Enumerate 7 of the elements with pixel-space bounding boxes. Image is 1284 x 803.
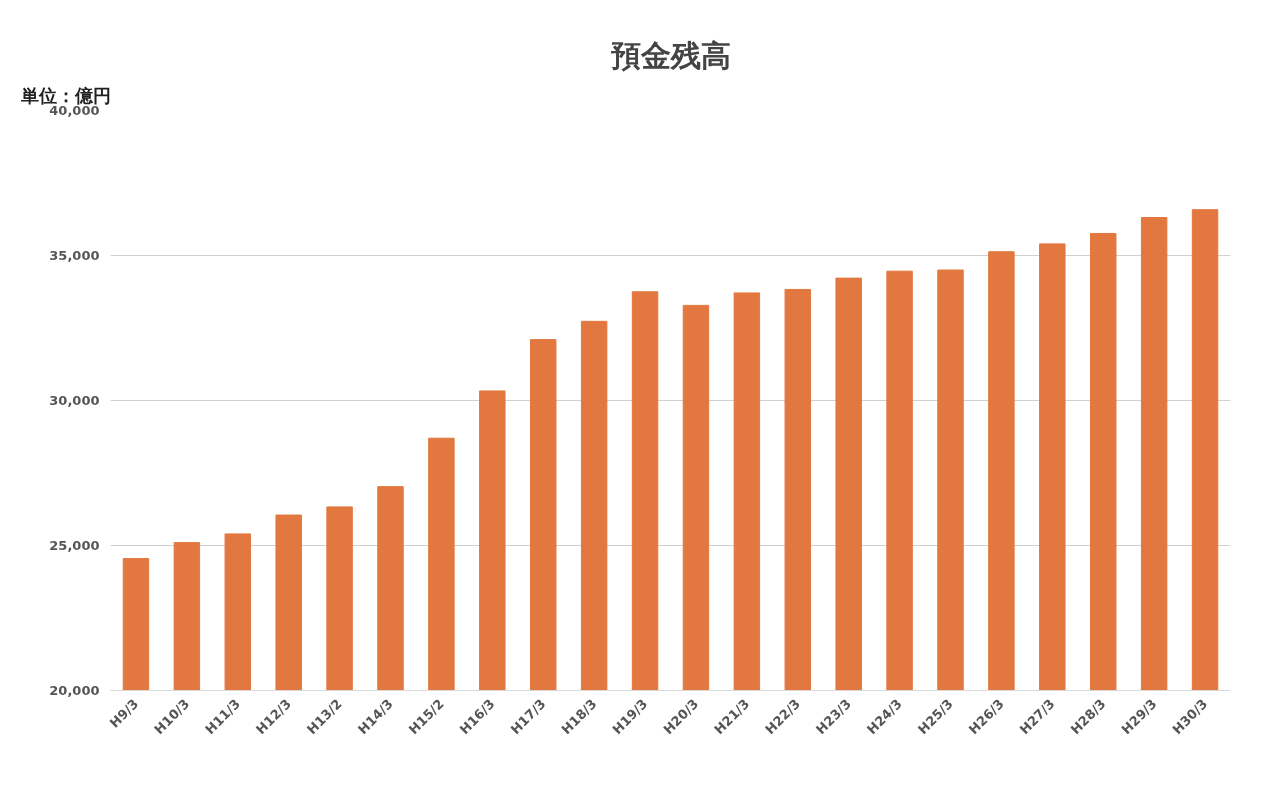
y-tick-label: 20,000 — [49, 683, 100, 698]
text: 単位：億円 — [19, 84, 111, 106]
y-tick-label: 40,000 — [49, 103, 100, 118]
y-tick-label: 30,000 — [49, 393, 100, 408]
chart-title: 預金残高 — [610, 37, 731, 73]
y-tick-label: 35,000 — [49, 248, 100, 263]
y-tick-label: 25,000 — [49, 538, 100, 553]
